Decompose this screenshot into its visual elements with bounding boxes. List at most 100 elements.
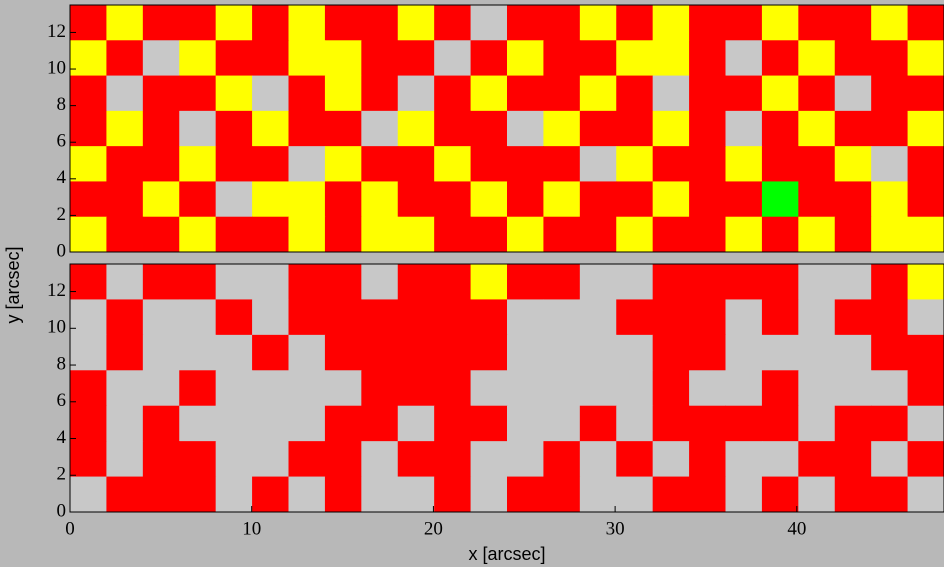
pixel xyxy=(653,146,690,182)
pixel xyxy=(325,40,362,76)
pixel xyxy=(471,111,508,147)
pixel xyxy=(580,181,617,217)
pixel xyxy=(216,181,253,217)
pixel xyxy=(580,477,617,513)
pixel xyxy=(106,217,143,253)
pixel xyxy=(252,111,289,147)
pixel xyxy=(361,477,398,513)
pixel xyxy=(179,5,216,41)
pixel xyxy=(726,5,763,41)
pixel xyxy=(398,146,435,182)
pixel xyxy=(434,76,471,112)
pixel xyxy=(726,217,763,253)
pixel xyxy=(216,76,253,112)
pixel xyxy=(143,299,180,335)
pixel xyxy=(70,264,107,300)
pixel xyxy=(106,264,143,300)
pixel xyxy=(361,40,398,76)
pixel xyxy=(325,299,362,335)
pixel xyxy=(507,370,544,406)
pixel xyxy=(361,111,398,147)
pixel xyxy=(325,441,362,477)
pixel xyxy=(398,111,435,147)
pixel xyxy=(835,477,872,513)
pixel xyxy=(289,111,326,147)
pixel xyxy=(252,299,289,335)
pixel xyxy=(908,335,944,371)
pixel xyxy=(835,111,872,147)
pixel xyxy=(762,441,799,477)
y-tick-label: 6 xyxy=(57,131,67,152)
pixel xyxy=(289,217,326,253)
y-axis-label: y [arcsec] xyxy=(3,246,23,323)
pixel xyxy=(616,406,653,442)
pixel xyxy=(507,111,544,147)
y-tick-label: 2 xyxy=(57,204,67,225)
y-tick-label: 10 xyxy=(47,57,66,78)
pixel xyxy=(252,264,289,300)
pixel xyxy=(398,406,435,442)
pixel xyxy=(361,441,398,477)
pixel xyxy=(70,477,107,513)
pixel xyxy=(616,40,653,76)
pixel xyxy=(361,264,398,300)
pixel xyxy=(543,441,580,477)
pixel xyxy=(616,441,653,477)
pixel xyxy=(143,441,180,477)
pixel xyxy=(835,335,872,371)
pixel xyxy=(689,181,726,217)
pixel xyxy=(762,299,799,335)
pixel xyxy=(507,76,544,112)
pixel xyxy=(471,40,508,76)
pixel xyxy=(361,370,398,406)
pixel xyxy=(106,40,143,76)
pixel xyxy=(252,181,289,217)
pixel xyxy=(543,217,580,253)
pixel xyxy=(543,146,580,182)
y-tick-label: 4 xyxy=(57,167,67,188)
pixel xyxy=(325,5,362,41)
pixel xyxy=(653,181,690,217)
pixel xyxy=(798,146,835,182)
pixel xyxy=(507,406,544,442)
pixel xyxy=(689,335,726,371)
pixel xyxy=(325,477,362,513)
pixel xyxy=(689,40,726,76)
pixel xyxy=(580,217,617,253)
pixel xyxy=(871,5,908,41)
pixel xyxy=(871,441,908,477)
pixel xyxy=(252,217,289,253)
pixel xyxy=(871,264,908,300)
pixel xyxy=(798,441,835,477)
pixel xyxy=(580,111,617,147)
pixel xyxy=(689,111,726,147)
pixel xyxy=(398,217,435,253)
pixel xyxy=(143,5,180,41)
pixel xyxy=(179,111,216,147)
pixel xyxy=(289,335,326,371)
pixel xyxy=(653,76,690,112)
pixel xyxy=(726,40,763,76)
pixel xyxy=(434,146,471,182)
pixel xyxy=(361,217,398,253)
pixel xyxy=(616,181,653,217)
pixel xyxy=(871,181,908,217)
pixel xyxy=(216,264,253,300)
pixel xyxy=(216,299,253,335)
pixel xyxy=(835,370,872,406)
pixel xyxy=(70,299,107,335)
pixel xyxy=(398,76,435,112)
pixel xyxy=(726,76,763,112)
pixel xyxy=(70,370,107,406)
pixel xyxy=(471,441,508,477)
pixel xyxy=(580,335,617,371)
y-tick-label: 10 xyxy=(47,317,66,338)
pixel xyxy=(361,299,398,335)
pixel xyxy=(543,111,580,147)
pixel xyxy=(179,406,216,442)
pixel xyxy=(580,441,617,477)
pixel xyxy=(106,406,143,442)
y-tick-label: 4 xyxy=(57,427,67,448)
pixel xyxy=(580,406,617,442)
pixel xyxy=(216,370,253,406)
